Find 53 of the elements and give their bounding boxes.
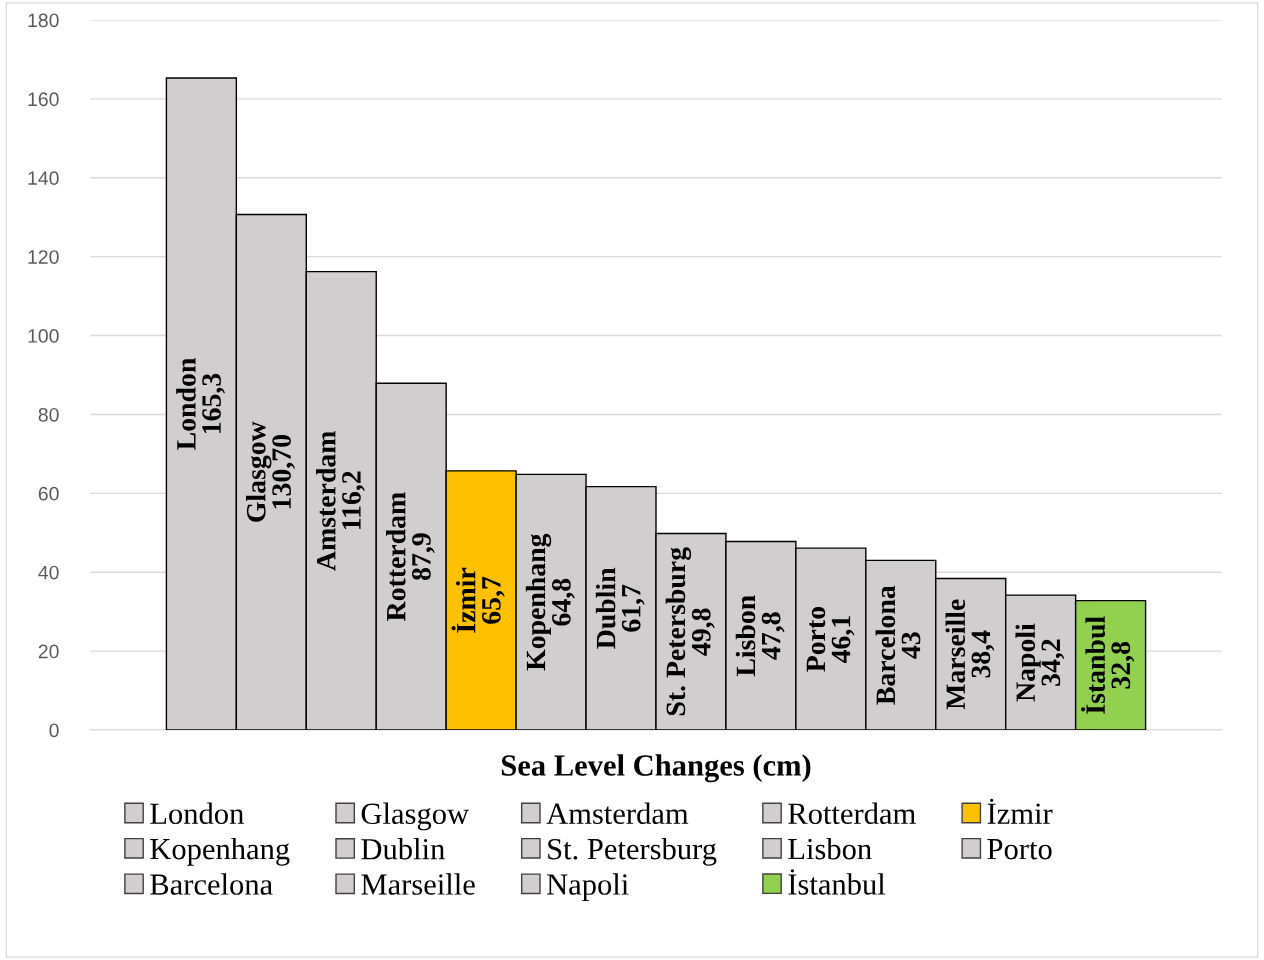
data-label: 46,1 [831, 616, 855, 663]
y-tick-label: 120 [28, 250, 59, 264]
legend-label: London [150, 802, 244, 825]
text: Amsterdam [316, 431, 336, 571]
data-label: 165,3 [202, 373, 225, 434]
legend-label: Kopenhang [150, 837, 290, 866]
text: Marseille [945, 599, 966, 710]
data-label: 130,70 [272, 435, 296, 509]
text: St. Petersburg [665, 547, 692, 716]
legend-label: Amsterdam [546, 802, 689, 825]
data-label: 64,8 [552, 578, 575, 626]
legend-label: Marseille [361, 873, 475, 895]
data-label: 65,7 [482, 576, 505, 624]
text: Kopenhang [525, 533, 552, 671]
text: İzmir [451, 567, 476, 633]
y-tick-label: 60 [38, 486, 59, 501]
legend-label: Barcelona [150, 873, 273, 895]
legend-label: Glasgow [361, 802, 469, 831]
y-tick-label: 80 [38, 407, 59, 422]
data-label: 49,8 [691, 608, 715, 656]
text: Barcelona [875, 585, 896, 705]
data-label: 32,8 [1111, 641, 1135, 689]
legend-label: St. Petersburg [548, 837, 717, 866]
data-label: 87,9 [412, 533, 435, 581]
text: İstanbul [1080, 616, 1106, 714]
y-tick-label: 100 [28, 329, 59, 343]
text: Porto [806, 606, 826, 672]
y-tick-label: 160 [28, 92, 59, 107]
legend-label: İstanbul [788, 869, 886, 895]
legend-label: Rotterdam [788, 802, 916, 825]
data-label: 43 [901, 632, 921, 659]
legend-label: İzmir [987, 798, 1053, 824]
data-label: 38,4 [971, 630, 995, 678]
y-tick-label: 40 [38, 565, 59, 580]
text: Glasgow [246, 421, 272, 522]
y-tick-label: 20 [38, 644, 59, 659]
data-label: 34,2 [1041, 639, 1065, 686]
legend-label: Napoli [547, 873, 629, 902]
text: Dublin [595, 567, 616, 649]
legend-label: Porto [987, 839, 1052, 860]
data-label: 47,8 [761, 612, 785, 660]
text: Napoli [1015, 623, 1041, 702]
y-tick-label: 140 [28, 171, 59, 186]
data-label: 116,2 [342, 471, 365, 530]
x-axis-title: Sea Level Changes (cm) [501, 754, 811, 783]
y-tick-label: 0 [49, 723, 59, 738]
legend-label: Lisbon [788, 837, 872, 860]
data-label: 61,7 [621, 584, 645, 632]
text: Lisbon [735, 595, 756, 677]
y-tick-label: 180 [28, 13, 59, 28]
text: Rotterdam [386, 492, 406, 621]
text: London [176, 358, 196, 450]
legend-label: Dublin [361, 838, 445, 860]
